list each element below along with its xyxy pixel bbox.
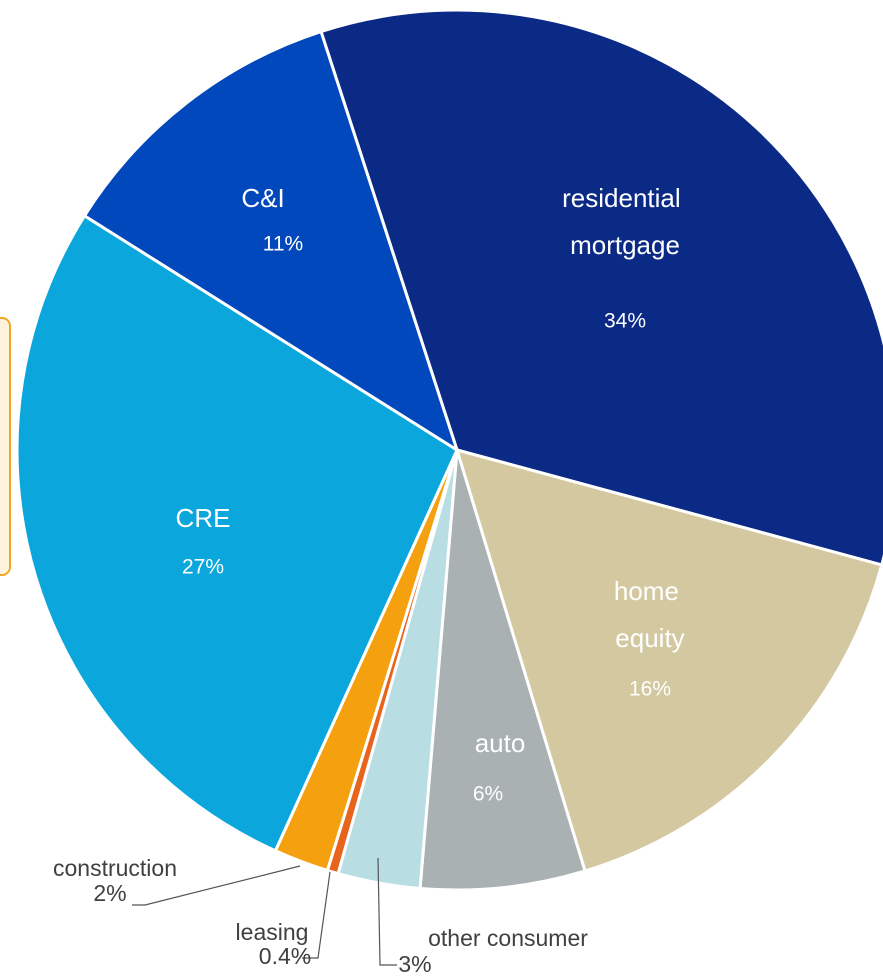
leader-line <box>132 865 301 906</box>
value-label: 11% <box>263 233 303 256</box>
value-label: 34% <box>604 310 646 333</box>
slice-label: leasing <box>236 919 309 945</box>
pie-slice <box>454 447 883 873</box>
value-label: 3% <box>398 951 431 977</box>
pie-slice <box>418 449 587 892</box>
slice-label: home equity <box>614 576 686 653</box>
pie-slice <box>15 213 459 853</box>
slice-label: other consumer <box>428 925 588 951</box>
leader-line <box>377 857 397 966</box>
pie-slice <box>82 29 460 454</box>
labels: residential mortgage 34% home equity 16% aut… <box>53 183 688 977</box>
slice-label: CRE <box>176 503 231 533</box>
slice-label: residential mortgage <box>562 183 688 260</box>
pie-slice <box>319 8 883 567</box>
value-label: 2% <box>93 880 126 906</box>
pie <box>15 8 883 892</box>
value-label: 16% <box>629 678 671 701</box>
value-label: 0.4% <box>259 943 311 969</box>
slice-label: auto <box>475 728 526 758</box>
leader-line <box>302 871 331 959</box>
slice-label: construction <box>53 855 177 881</box>
value-label: 6% <box>473 783 503 806</box>
value-label: 27% <box>182 556 224 579</box>
slice-label: C&I <box>241 183 284 213</box>
callout-box <box>0 317 11 576</box>
